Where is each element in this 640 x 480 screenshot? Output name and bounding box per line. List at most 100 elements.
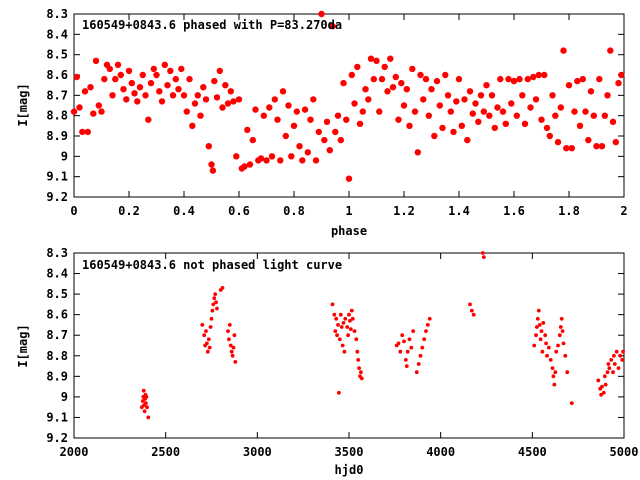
phased-light-curve-panel: 8.38.48.58.68.78.88.999.19.2 0 0.2 0.4 0.6 0…	[16, 7, 628, 238]
data-point	[343, 316, 348, 321]
data-point	[535, 71, 542, 79]
data-point	[417, 71, 424, 79]
data-point	[552, 382, 557, 387]
data-point	[367, 55, 375, 62]
data-point	[145, 116, 152, 123]
y-tick-label: 8.3	[46, 246, 68, 260]
data-point	[334, 112, 342, 119]
data-point	[621, 349, 625, 354]
data-point	[453, 98, 460, 105]
y-axis-ticks: 8.3 8.4 8.5 8.6 8.7 8.8 8.9 9 9.1 9.2	[46, 246, 624, 445]
data-point	[494, 104, 501, 111]
data-point	[249, 136, 256, 144]
data-point	[607, 366, 612, 370]
y-tick-label: 9.1	[46, 410, 68, 424]
unphased-light-curve-panel: 8.3 8.4 8.5 8.6 8.7 8.8 8.9 9 9.1 9.2 2000 2500 300…	[16, 246, 638, 477]
data-point	[336, 323, 340, 327]
data-point	[376, 108, 383, 115]
data-point	[574, 77, 581, 85]
data-point	[114, 61, 122, 68]
data-point	[274, 116, 281, 123]
data-point	[535, 325, 539, 329]
x-tick-label: 1	[345, 204, 352, 218]
x-tick-label: 3500	[335, 445, 364, 459]
x-tick-label: 0.8	[283, 204, 305, 218]
data-point	[553, 370, 558, 375]
data-point	[299, 157, 306, 164]
data-point	[345, 175, 353, 182]
data-point	[117, 71, 125, 79]
data-point	[502, 120, 509, 128]
data-point	[252, 106, 259, 113]
data-point	[191, 100, 199, 107]
y-axis-ticks: 8.3 8.4 8.5 8.6 8.7 8.8 8.9 9 9.1 9.2	[46, 7, 624, 204]
data-point	[611, 370, 615, 375]
x-axis-title: phase	[331, 224, 367, 238]
data-point	[475, 118, 482, 126]
data-point	[290, 122, 298, 129]
data-point	[304, 149, 311, 156]
data-point	[194, 92, 201, 99]
data-point	[450, 128, 457, 136]
data-point	[444, 92, 452, 99]
data-point	[340, 343, 345, 348]
data-point	[266, 104, 273, 111]
data-point	[513, 112, 520, 119]
data-point	[144, 401, 148, 405]
data-point	[497, 75, 504, 83]
data-point	[125, 67, 133, 75]
data-point	[329, 23, 336, 30]
data-point	[551, 374, 556, 379]
data-point	[293, 108, 300, 115]
y-tick-label: 8.8	[46, 109, 68, 123]
x-tick-label: 4500	[518, 445, 547, 459]
data-point	[510, 77, 518, 85]
data-point	[524, 75, 531, 83]
data-point	[73, 73, 81, 81]
data-point	[341, 321, 346, 325]
data-point	[590, 112, 597, 119]
data-point	[343, 116, 350, 123]
data-point	[549, 92, 556, 99]
data-point	[70, 108, 78, 115]
data-point	[425, 112, 432, 119]
y-tick-label: 8.5	[46, 48, 68, 62]
y-tick-label: 9	[61, 149, 68, 163]
data-point	[612, 362, 617, 366]
data-point	[180, 92, 188, 99]
data-point	[565, 82, 573, 89]
data-point	[398, 349, 403, 354]
data-point	[79, 128, 86, 136]
data-point	[508, 100, 515, 107]
data-point	[285, 102, 292, 109]
data-point	[153, 71, 160, 79]
data-point	[109, 92, 116, 99]
data-point	[557, 333, 562, 338]
data-point	[612, 353, 616, 358]
data-point	[439, 124, 446, 132]
data-point	[618, 353, 623, 358]
data-point	[232, 333, 237, 338]
data-point	[321, 136, 328, 144]
data-point	[183, 108, 190, 115]
data-point	[204, 329, 208, 333]
data-point	[288, 153, 295, 160]
data-point	[558, 325, 563, 329]
data-point	[598, 143, 606, 150]
data-point	[389, 84, 397, 91]
chart-title: 160549+0843.6 phased with P=83.270da	[82, 18, 342, 32]
data-point	[81, 88, 89, 95]
data-points	[139, 251, 625, 420]
data-point	[332, 128, 339, 136]
data-point	[486, 112, 493, 119]
data-point	[543, 124, 551, 132]
data-point	[556, 343, 560, 348]
data-point	[535, 316, 540, 321]
data-point	[480, 108, 487, 115]
data-point	[352, 329, 357, 333]
data-point	[560, 329, 565, 333]
data-point	[214, 300, 219, 305]
data-point	[615, 79, 622, 87]
data-point	[561, 341, 566, 346]
x-tick-label: 3000	[243, 445, 272, 459]
